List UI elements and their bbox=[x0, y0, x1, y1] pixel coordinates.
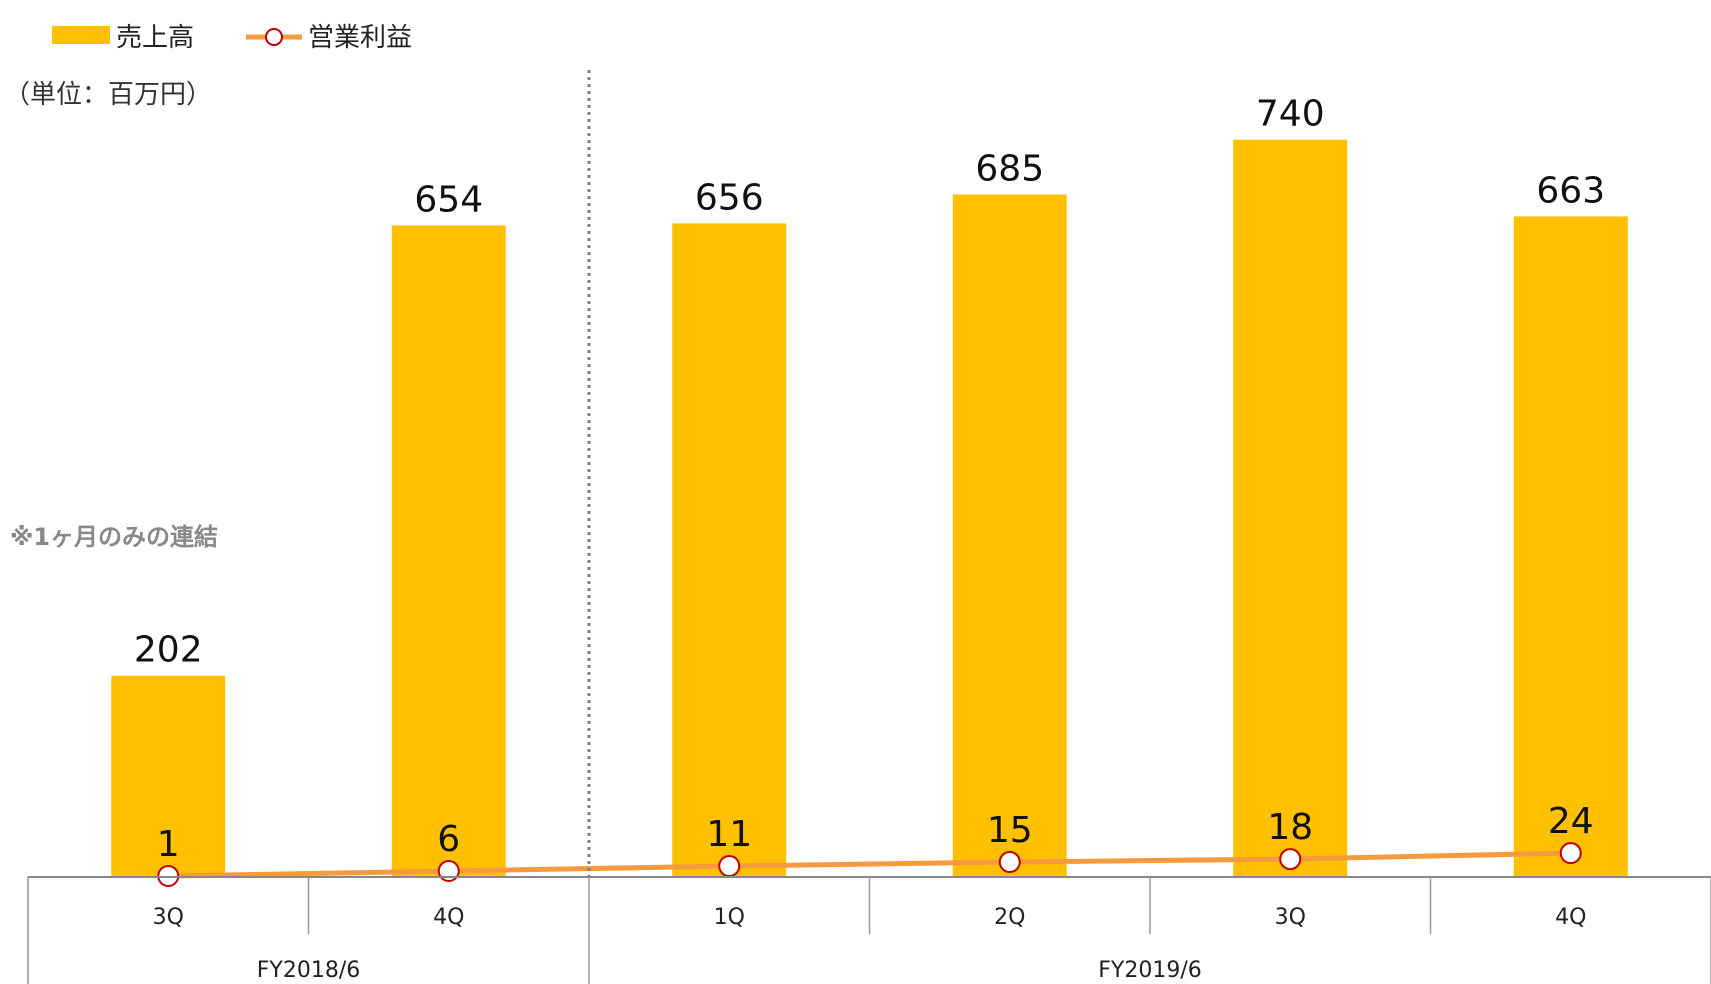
group-label-2: FY2019/6 bbox=[1098, 958, 1202, 983]
bar-4 bbox=[952, 194, 1067, 877]
line-value-label-6: 24 bbox=[1548, 801, 1594, 842]
line-point-5 bbox=[1279, 848, 1302, 871]
x-tick-label-5: 3Q bbox=[1275, 905, 1306, 930]
bar-3 bbox=[672, 223, 787, 877]
legend-line-label: 営業利益 bbox=[308, 23, 412, 53]
line-point-4 bbox=[998, 851, 1021, 874]
line-value-label-4: 15 bbox=[987, 810, 1033, 851]
annotation-note: ※1ヶ月のみの連結 bbox=[10, 523, 218, 551]
line-layer: 1 6 11 15 18 24 bbox=[157, 801, 1594, 888]
line-value-label-5: 18 bbox=[1267, 807, 1313, 848]
legend: 売上高 営業利益 bbox=[52, 23, 412, 53]
bar-2 bbox=[391, 225, 506, 877]
line-value-label-3: 11 bbox=[706, 814, 752, 855]
x-tick-label-3: 1Q bbox=[714, 905, 745, 930]
line-value-label-1: 1 bbox=[157, 824, 180, 865]
group-label-1: FY2018/6 bbox=[257, 958, 361, 983]
line-point-6 bbox=[1559, 842, 1582, 865]
line-point-2 bbox=[437, 860, 460, 883]
line-point-3 bbox=[718, 855, 741, 878]
axis-layer: 3Q 4Q 1Q 2Q 3Q 4Q FY2018/6 FY2019/6 bbox=[27, 70, 1711, 984]
bar-value-label-1: 202 bbox=[134, 630, 203, 671]
bar-value-label-5: 740 bbox=[1256, 94, 1325, 135]
x-tick-label-2: 4Q bbox=[433, 905, 464, 930]
bar-5 bbox=[1233, 139, 1348, 877]
bar-value-label-4: 685 bbox=[975, 149, 1044, 190]
x-tick-label-4: 2Q bbox=[994, 905, 1025, 930]
bar-1 bbox=[111, 675, 226, 877]
operating-profit-line bbox=[168, 850, 1571, 879]
legend-line-marker bbox=[265, 28, 283, 46]
line-value-label-2: 6 bbox=[437, 819, 460, 860]
bar-value-label-3: 656 bbox=[695, 177, 764, 218]
legend-bar-swatch bbox=[52, 26, 110, 44]
bar-value-label-6: 663 bbox=[1536, 170, 1605, 211]
legend-bar-label: 売上高 bbox=[116, 23, 194, 53]
x-tick-label-1: 3Q bbox=[153, 905, 184, 930]
bars-layer: 202 654 656 685 740 663 bbox=[111, 94, 1628, 878]
bar-6 bbox=[1513, 216, 1628, 878]
unit-note: （単位：百万円） bbox=[4, 80, 212, 110]
x-tick-label-6: 4Q bbox=[1555, 905, 1586, 930]
bar-value-label-2: 654 bbox=[414, 179, 483, 220]
